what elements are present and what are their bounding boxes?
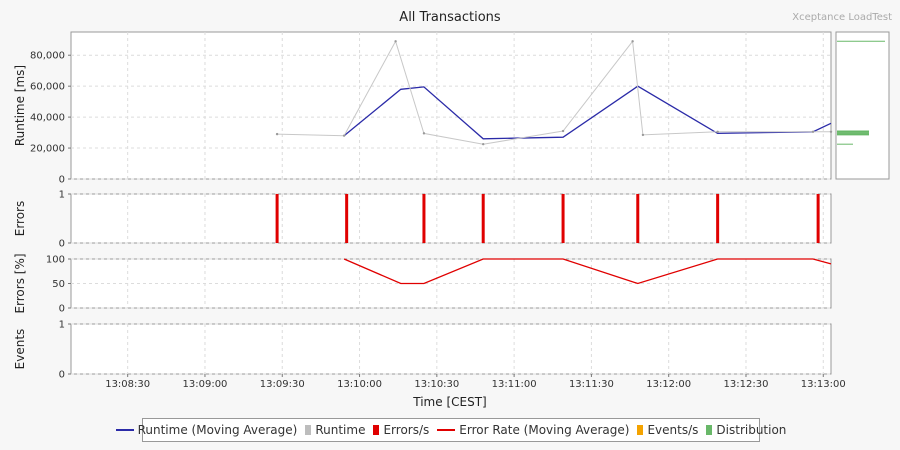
x-tick-label: 13:12:00 bbox=[646, 379, 691, 390]
x-tick-label: 13:13:00 bbox=[801, 379, 846, 390]
y-tick-label: 80,000 bbox=[30, 51, 65, 62]
errors-bar bbox=[636, 194, 640, 243]
brand-label: Xceptance LoadTest bbox=[792, 12, 892, 23]
legend-label: Errors/s bbox=[383, 423, 430, 437]
y-tick-label: 0 bbox=[59, 370, 65, 381]
y-tick-label: 40,000 bbox=[30, 113, 65, 124]
x-tick-label: 13:09:00 bbox=[183, 379, 228, 390]
legend-swatch bbox=[373, 425, 380, 435]
legend-item: Distribution bbox=[706, 423, 786, 437]
runtime-point bbox=[641, 133, 645, 137]
runtime-point bbox=[482, 142, 485, 146]
runtime-point bbox=[631, 40, 634, 43]
legend-label: Runtime (Moving Average) bbox=[137, 423, 298, 437]
runtime-point bbox=[342, 134, 346, 137]
x-axis-label: Time [CEST] bbox=[413, 395, 487, 409]
x-tick-label: 13:10:30 bbox=[414, 379, 459, 390]
legend-label: Events/s bbox=[647, 423, 699, 437]
runtime-point bbox=[811, 130, 815, 134]
legend-item: Error Rate (Moving Average) bbox=[437, 423, 629, 437]
legend-swatch bbox=[637, 425, 644, 435]
y-axis-label-errors: Errors bbox=[13, 201, 27, 237]
x-tick-label: 13:12:30 bbox=[724, 379, 769, 390]
y-tick-label: 20,000 bbox=[30, 144, 65, 155]
y-tick-label: 100 bbox=[46, 255, 65, 266]
panel-runtime bbox=[70, 31, 832, 180]
errors-bar bbox=[716, 194, 720, 243]
x-tick-label: 13:11:00 bbox=[492, 379, 537, 390]
y-tick-label: 50 bbox=[52, 279, 65, 290]
legend-item: Errors/s bbox=[373, 423, 429, 437]
y-tick-label: 1 bbox=[59, 320, 65, 331]
x-tick-label: 13:09:30 bbox=[260, 379, 305, 390]
series-line-error-rate-moving-average- bbox=[343, 258, 832, 285]
legend-label: Runtime bbox=[315, 423, 366, 437]
panel-errors bbox=[70, 193, 832, 244]
errors-bar bbox=[275, 194, 279, 243]
y-tick-label: 0 bbox=[59, 175, 65, 186]
panel-events bbox=[70, 323, 832, 375]
x-tick-label: 13:10:00 bbox=[337, 379, 382, 390]
legend-item: Events/s bbox=[637, 423, 698, 437]
runtime-point bbox=[829, 130, 833, 134]
y-tick-label: 0 bbox=[59, 239, 65, 250]
series-line-runtime-moving-average- bbox=[343, 85, 832, 140]
distribution-panel bbox=[835, 31, 890, 180]
errors-bar bbox=[422, 194, 426, 243]
legend-item: Runtime bbox=[305, 423, 365, 437]
y-axis-label-events: Events bbox=[13, 329, 27, 370]
legend-swatch bbox=[706, 425, 713, 435]
y-tick-label: 0 bbox=[59, 304, 65, 315]
legend-label: Error Rate (Moving Average) bbox=[459, 423, 630, 437]
legend-swatch bbox=[115, 429, 134, 431]
runtime-point bbox=[275, 132, 279, 136]
legend-label: Distribution bbox=[716, 423, 787, 437]
y-tick-label: 1 bbox=[59, 190, 65, 201]
y-tick-label: 60,000 bbox=[30, 82, 65, 93]
x-tick-label: 13:11:30 bbox=[569, 379, 614, 390]
errors-bar bbox=[481, 194, 485, 243]
legend-item: Runtime (Moving Average) bbox=[115, 423, 298, 437]
chart-title: All Transactions bbox=[399, 10, 501, 25]
runtime-point bbox=[422, 132, 426, 135]
runtime-point bbox=[716, 130, 719, 134]
y-axis-label-error-rate: Errors [%] bbox=[13, 253, 27, 313]
legend-swatch bbox=[305, 425, 312, 435]
y-axis-label-runtime: Runtime [ms] bbox=[13, 65, 27, 146]
errors-bar bbox=[345, 194, 349, 243]
runtime-point bbox=[394, 40, 397, 43]
errors-bar bbox=[816, 194, 820, 243]
legend-swatch bbox=[437, 429, 456, 431]
chart-legend: Runtime (Moving Average) Runtime Errors/s E… bbox=[115, 418, 786, 442]
x-tick-label: 13:08:30 bbox=[105, 379, 150, 390]
runtime-point bbox=[561, 129, 565, 133]
errors-bar bbox=[561, 194, 565, 243]
